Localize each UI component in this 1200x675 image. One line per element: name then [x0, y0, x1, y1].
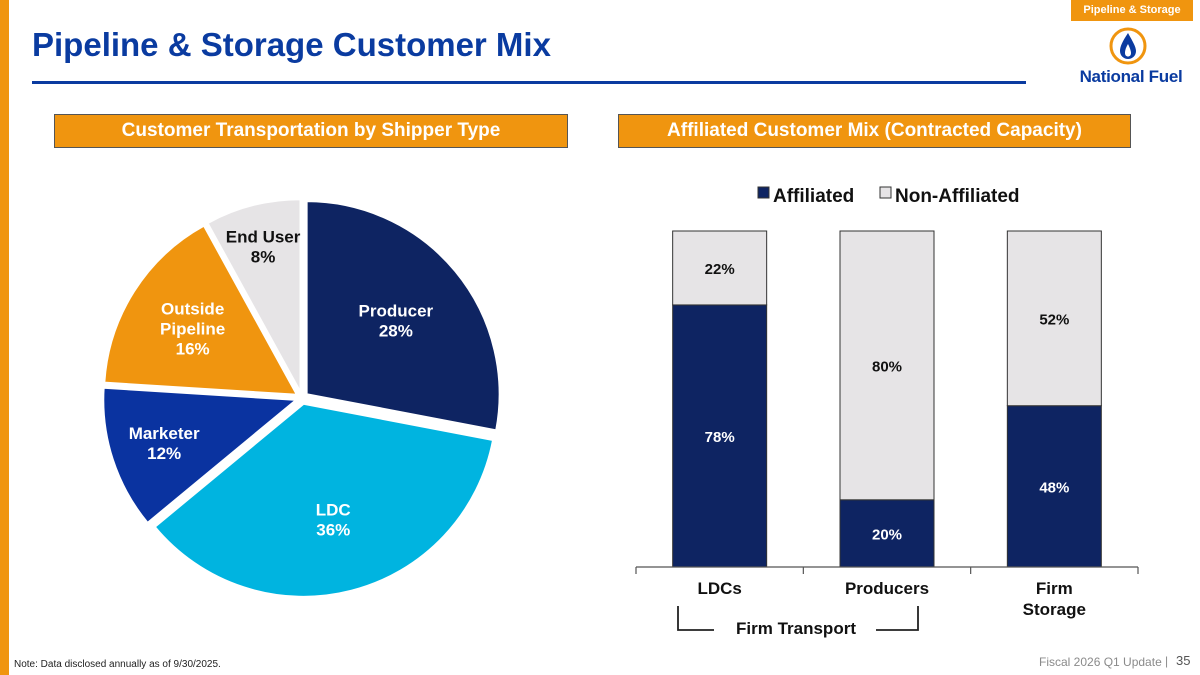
page-title: Pipeline & Storage Customer Mix: [32, 26, 551, 63]
logo-text: National Fuel: [1079, 67, 1183, 86]
pie-slice-producer: [305, 200, 501, 432]
bar-label-non-affiliated-producers: 80%: [872, 358, 902, 375]
pie-label-producer: 28%: [379, 321, 413, 340]
pie-panel-title: Customer Transportation by Shipper Type: [54, 114, 568, 148]
deck-name: Fiscal 2026 Q1 Update: [1039, 655, 1162, 669]
pie-label-marketer: 12%: [147, 444, 181, 463]
x-tick-producers: Producers: [845, 579, 929, 598]
title-divider: [32, 81, 1026, 84]
bar-non-affiliated-firm-storage: [1006, 230, 1102, 407]
flame-icon: [1109, 27, 1147, 65]
bar-panel-title: Affiliated Customer Mix (Contracted Capa…: [618, 114, 1131, 148]
pie-label-outside-pipeline: Outside: [161, 300, 224, 319]
stacked-bar-chart: Affiliated Non-Affiliated 78% 22% LDCs 20% 80%…: [635, 186, 1139, 638]
pie-label-end-user: 8%: [251, 247, 276, 266]
footer-separator: |: [1165, 654, 1169, 668]
bar-label-non-affiliated-firm-storage: 52%: [1039, 311, 1069, 328]
x-tick-firm-storage: Storage: [1023, 600, 1086, 619]
x-tick-ldcs: LDCs: [697, 579, 741, 598]
bracket-left: [677, 606, 714, 631]
grouping-label: Firm Transport: [736, 619, 856, 638]
bar-label-affiliated-ldcs: 78%: [705, 429, 735, 446]
legend-swatch-non-affiliated: [879, 186, 892, 199]
pie-label-ldc: 36%: [316, 521, 350, 540]
bar-non-affiliated-ldcs: [672, 230, 768, 306]
bar-label-affiliated-producers: 20%: [872, 526, 902, 543]
x-tick-firm-storage: Firm: [1036, 579, 1073, 598]
bar-affiliated-ldcs: [672, 304, 768, 568]
pie-label-ldc: LDC: [316, 501, 351, 520]
bar-non-affiliated-producers: [839, 230, 935, 501]
pie-label-end-user: End User: [226, 227, 301, 246]
section-tag: Pipeline & Storage: [1071, 0, 1193, 21]
legend-label-affiliated: Affiliated: [773, 186, 854, 207]
legend-swatch-affiliated: [757, 186, 770, 199]
bar-affiliated-firm-storage: [1006, 405, 1102, 568]
bar-affiliated-producers: [839, 499, 935, 568]
pie-label-producer: Producer: [359, 301, 434, 320]
national-fuel-logo: National Fuel: [1070, 26, 1192, 90]
pie-slice-outside-pipeline: [103, 224, 299, 396]
legend-label-non-affiliated: Non-Affiliated: [895, 186, 1020, 207]
pie-label-outside-pipeline: Pipeline: [160, 320, 225, 339]
pie-slice-ldc: [153, 402, 495, 598]
pie-slice-marketer: [102, 386, 299, 525]
footnote: Note: Data disclosed annually as of 9/30…: [14, 659, 221, 670]
bracket-right: [876, 606, 919, 631]
bar-label-non-affiliated-ldcs: 22%: [705, 261, 735, 278]
left-accent-bar: [0, 0, 9, 675]
pie-label-marketer: Marketer: [129, 424, 200, 443]
bar-label-affiliated-firm-storage: 48%: [1039, 479, 1069, 496]
pie-slice-end-user: [206, 198, 302, 393]
pie-label-outside-pipeline: 16%: [176, 340, 210, 359]
page-number: 35: [1176, 653, 1191, 668]
